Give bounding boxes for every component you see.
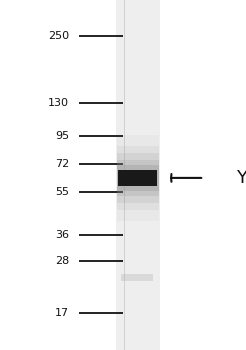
Text: YY1: YY1: [236, 169, 246, 187]
Text: 55: 55: [55, 187, 69, 197]
Bar: [116, 0, 160, 350]
Bar: [118, 170, 157, 186]
Text: 250: 250: [48, 31, 69, 41]
Text: 72: 72: [55, 159, 69, 169]
Bar: [117, 146, 159, 210]
Text: 28: 28: [55, 256, 69, 266]
Text: 95: 95: [55, 131, 69, 141]
Bar: [117, 165, 159, 191]
Bar: [117, 135, 159, 220]
Bar: [117, 160, 159, 196]
Bar: [121, 274, 153, 281]
Bar: [117, 153, 159, 203]
Text: 130: 130: [48, 98, 69, 108]
Text: 17: 17: [55, 308, 69, 317]
Text: 36: 36: [55, 230, 69, 240]
